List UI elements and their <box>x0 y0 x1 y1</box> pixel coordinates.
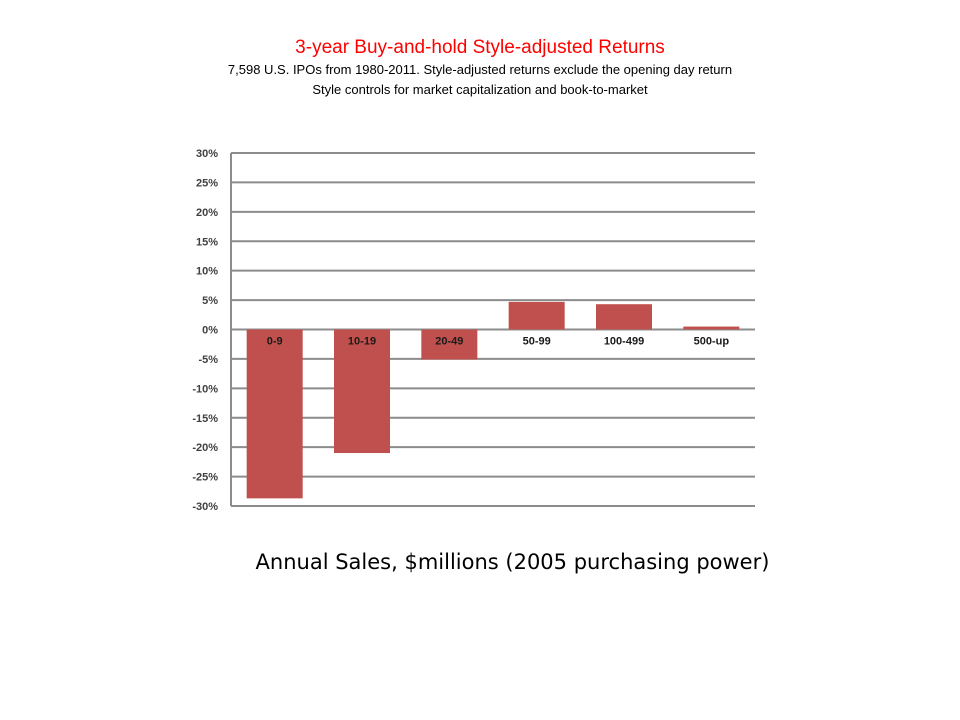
y-tick-label: -10% <box>192 383 218 395</box>
y-tick-label: 5% <box>202 295 218 307</box>
x-tick-label: 20-49 <box>435 336 463 348</box>
x-tick-label: 50-99 <box>523 336 551 348</box>
y-tick-label: -20% <box>192 442 218 454</box>
y-tick-label: -5% <box>198 354 218 366</box>
bar <box>334 329 390 454</box>
x-axis-label: Annual Sales, $millions (2005 purchasing… <box>255 550 770 574</box>
chart-subtitle-line-2: Style controls for market capitalization… <box>312 82 648 97</box>
chart-title-block: 3-year Buy-and-hold Style-adjusted Retur… <box>0 36 960 100</box>
bar <box>508 301 565 330</box>
y-tick-label: 0% <box>202 325 218 337</box>
chart-title: 3-year Buy-and-hold Style-adjusted Retur… <box>295 37 665 58</box>
bar <box>596 304 652 330</box>
y-tick-label: 15% <box>196 236 218 248</box>
y-tick-label: 25% <box>196 177 218 189</box>
chart-subtitle-line-1: 7,598 U.S. IPOs from 1980-2011. Style-ad… <box>227 62 733 77</box>
bar <box>683 326 740 330</box>
bar <box>421 329 478 360</box>
y-tick-label: 10% <box>196 266 218 278</box>
y-tick-label: 20% <box>196 207 218 219</box>
x-tick-label: 10-19 <box>348 336 376 348</box>
y-tick-label: 30% <box>196 148 218 160</box>
x-tick-label: 0-9 <box>267 336 283 348</box>
y-tick-label: -25% <box>192 472 218 484</box>
x-tick-label: 100-499 <box>604 336 644 348</box>
y-tick-label: -15% <box>192 413 218 425</box>
y-tick-label: -30% <box>192 501 218 513</box>
x-tick-label: 500-up <box>694 336 730 348</box>
bar <box>246 329 303 499</box>
